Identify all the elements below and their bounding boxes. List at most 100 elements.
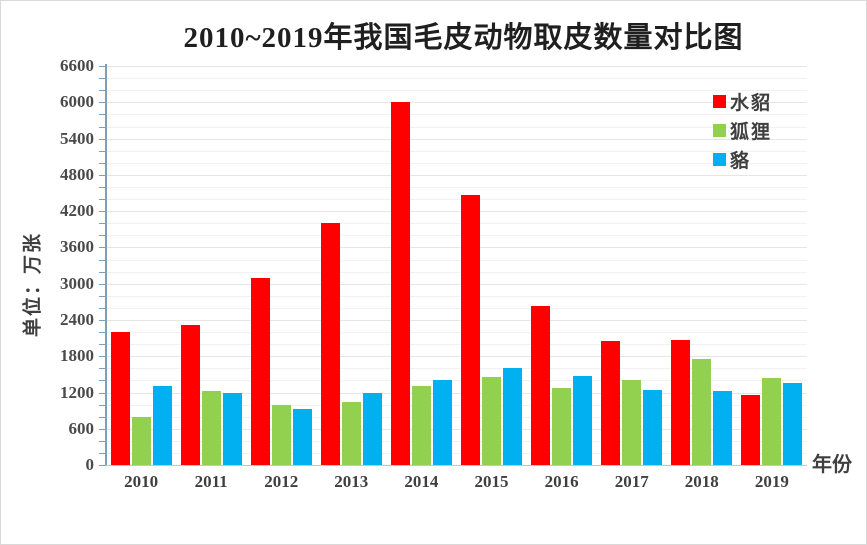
legend-item-水貂: 水貂 (713, 87, 772, 116)
y-tick-label: 3000 (60, 273, 94, 293)
y-axis-tick (99, 66, 105, 67)
bar-2018-狐狸 (692, 359, 712, 465)
gridline (106, 307, 807, 309)
bar-2019-水貂 (741, 394, 761, 465)
bar-2013-貉 (362, 392, 382, 465)
gridline (106, 428, 807, 430)
y-axis-tick (99, 150, 105, 152)
y-axis-tick (99, 465, 105, 466)
chart-legend: 水貂 狐狸貉 (713, 87, 772, 174)
x-category-label: 2013 (334, 472, 369, 491)
bar-2012-水貂 (250, 277, 270, 465)
gridline (106, 199, 807, 200)
y-axis-tick (99, 90, 105, 92)
y-axis-tick (99, 199, 105, 200)
gridline (106, 368, 807, 370)
y-axis-tick (99, 283, 105, 285)
y-axis-tick (99, 356, 105, 358)
bar-2011-水貂 (180, 324, 200, 465)
y-axis-tick (99, 138, 105, 140)
bar-2017-狐狸 (622, 380, 642, 465)
gridline (106, 78, 807, 80)
y-tick-label: 5400 (60, 128, 94, 148)
y-tick-label: 1800 (60, 346, 94, 366)
gridline (106, 223, 807, 225)
gridline (106, 114, 807, 116)
gridline (106, 174, 807, 176)
gridline (106, 416, 807, 418)
x-category-label: 2019 (754, 472, 789, 491)
y-axis-tick (99, 162, 105, 164)
y-tick-label: 6600 (60, 56, 94, 75)
y-axis-tick (99, 235, 105, 237)
y-axis-tick (99, 174, 105, 176)
y-axis-tick (99, 271, 105, 273)
x-category-label: 2012 (264, 472, 299, 491)
bar-2016-水貂 (531, 306, 551, 465)
x-axis-title: 年份 (812, 454, 852, 476)
legend-swatch-icon (713, 153, 726, 166)
gridline (106, 102, 807, 104)
y-axis-tick (99, 332, 105, 333)
bar-2012-貉 (292, 409, 312, 465)
gridline (106, 126, 807, 128)
x-category-label: 2014 (404, 472, 439, 491)
x-category-label: 2010 (124, 472, 159, 491)
y-tick-label: 0 (85, 455, 95, 474)
bar-2015-貉 (503, 368, 522, 465)
legend-item-貉: 貉 (713, 145, 772, 174)
legend-item-狐狸: 狐狸 (713, 116, 772, 145)
y-axis-tick (99, 186, 105, 188)
x-category-label: 2017 (614, 472, 649, 491)
bar-2018-貉 (713, 390, 733, 465)
y-axis-tick (99, 295, 105, 297)
gridline (106, 295, 807, 297)
y-axis-tick (99, 344, 105, 346)
gridline (106, 186, 807, 188)
bar-2014-狐狸 (411, 385, 431, 465)
gridline (106, 211, 807, 213)
y-axis-tick (99, 223, 105, 225)
y-axis-tick (99, 319, 105, 321)
y-axis-tick (99, 247, 105, 249)
y-axis-tick (99, 259, 105, 261)
y-tick-label: 6000 (60, 92, 94, 112)
legend-label: 貉 (730, 151, 752, 172)
gridline (106, 404, 807, 406)
bar-2013-水貂 (320, 223, 340, 465)
bar-2017-貉 (643, 389, 663, 465)
gridline (106, 259, 807, 261)
bar-2010-貉 (152, 386, 172, 465)
bar-2017-水貂 (601, 340, 621, 465)
gridline (106, 247, 807, 249)
y-axis-tick (99, 307, 105, 309)
legend-label: 狐狸 (730, 122, 773, 143)
gridline (106, 271, 807, 273)
y-tick-label: 3600 (60, 237, 94, 257)
legend-label: 水貂 (730, 93, 773, 114)
gridline (106, 235, 807, 237)
bar-2014-貉 (432, 380, 452, 465)
y-tick-label: 1200 (60, 382, 94, 402)
bar-2012-狐狸 (271, 404, 291, 465)
gridline (106, 392, 807, 394)
gridline (106, 150, 807, 152)
x-category-label: 2011 (194, 472, 228, 491)
gridline (106, 344, 807, 346)
bar-2014-水貂 (390, 102, 410, 465)
y-tick-label: 600 (68, 418, 95, 438)
y-axis-tick (99, 78, 105, 80)
y-axis-tick (99, 428, 105, 430)
bar-2016-狐狸 (552, 388, 572, 465)
gridline (106, 452, 807, 454)
y-axis (105, 64, 107, 466)
bar-2019-狐狸 (762, 377, 782, 465)
y-tick-label: 4800 (60, 164, 94, 184)
y-axis-tick (99, 392, 105, 394)
gridline (106, 90, 807, 92)
y-axis-tick (99, 440, 105, 442)
gridline (106, 356, 807, 358)
gridline (106, 440, 807, 442)
y-axis-tick (99, 114, 105, 116)
